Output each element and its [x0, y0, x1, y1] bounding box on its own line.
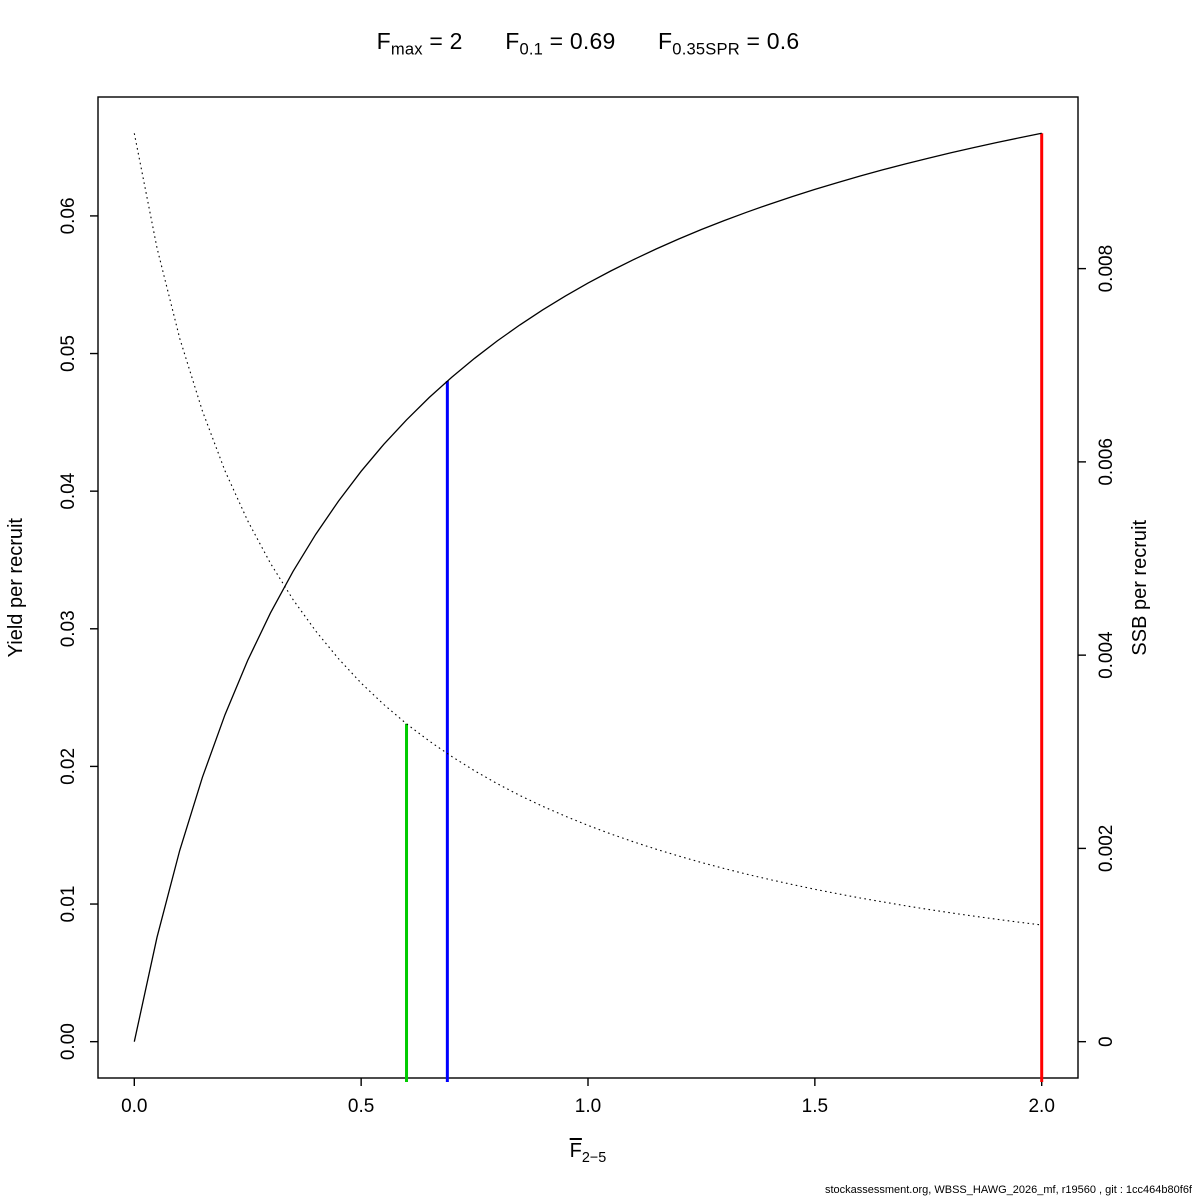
- left-tick-label: 0.06: [58, 197, 79, 234]
- footer-text: stockassessment.org, WBSS_HAWG_2026_mf, …: [824, 1184, 1192, 1196]
- right-tick-label: 0.006: [1096, 438, 1117, 486]
- title-f01-value: = 0.69: [543, 28, 616, 54]
- x-tick-label: 1.0: [575, 1096, 601, 1117]
- left-tick-label: 0.05: [58, 335, 79, 372]
- right-tick-label: 0.002: [1096, 825, 1117, 873]
- ssb-curve: [133, 133, 1042, 926]
- y-axis-label-right: SSB per recruit: [1126, 97, 1154, 1078]
- left-tick-label: 0.01: [58, 886, 79, 923]
- title-fmax-value: = 2: [422, 28, 463, 54]
- title-f035spr-value: = 0.6: [739, 28, 800, 54]
- right-tick-label: 0.008: [1096, 245, 1117, 293]
- x-axis-label-base: F: [569, 1140, 582, 1162]
- left-tick-label: 0.00: [58, 1023, 79, 1060]
- x-tick-label: 0.5: [348, 1096, 374, 1117]
- title-fmax-sub: max: [390, 39, 423, 59]
- y-axis-label-left: Yield per recruit: [2, 97, 30, 1078]
- left-tick-label: 0.04: [58, 472, 79, 509]
- title-f035spr-sub: 0.35SPR: [672, 39, 740, 59]
- left-tick-label: 0.03: [58, 610, 79, 647]
- yield-curve: [133, 132, 1042, 1042]
- title-fmax: Fmax = 2: [376, 28, 463, 57]
- right-tick-label: 0.004: [1096, 631, 1117, 679]
- title-f01-sub: 0.1: [519, 39, 544, 59]
- x-axis-label: F2−5: [98, 1140, 1078, 1166]
- title-fmax-base: F: [376, 28, 391, 54]
- x-tick-label: 1.5: [802, 1096, 828, 1117]
- x-tick-label: 2.0: [1028, 1096, 1054, 1117]
- title-f035spr: F0.35SPR = 0.6: [658, 28, 800, 57]
- left-tick-label: 0.02: [58, 748, 79, 785]
- y-axis-label-right-text: SSB per recruit: [1128, 519, 1151, 656]
- plot-title: Fmax = 2 F0.1 = 0.69 F0.35SPR = 0.6: [98, 28, 1078, 57]
- title-f035spr-base: F: [658, 28, 673, 54]
- x-tick-label: 0.0: [121, 1096, 147, 1117]
- x-axis-label-sub: 2−5: [581, 1150, 607, 1166]
- right-tick-label: 0: [1096, 1036, 1117, 1047]
- title-f01: F0.1 = 0.69: [505, 28, 616, 57]
- plot-box: [97, 96, 1079, 1079]
- title-f01-base: F: [505, 28, 520, 54]
- y-axis-label-left-text: Yield per recruit: [4, 517, 27, 658]
